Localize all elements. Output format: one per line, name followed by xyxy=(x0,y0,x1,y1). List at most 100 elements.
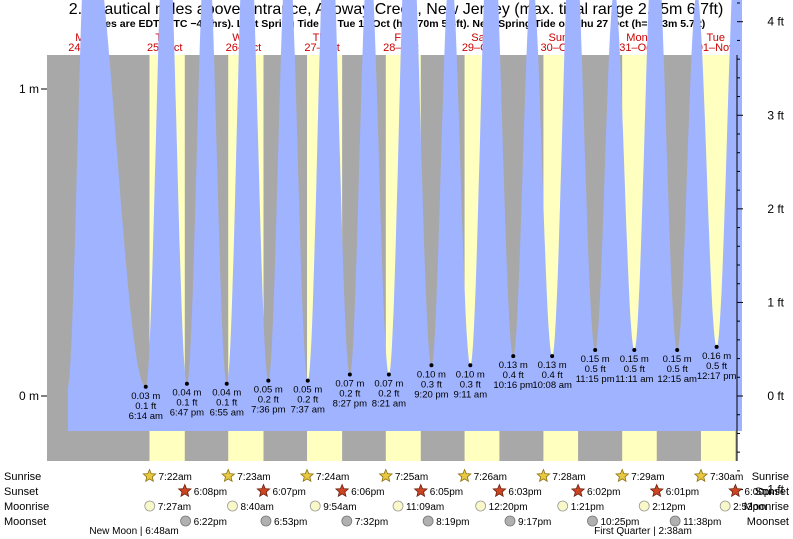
sunrise-time: 7:26am xyxy=(474,472,507,483)
sunrise-time: 7:28am xyxy=(552,472,585,483)
moonrise-time: 2:12pm xyxy=(652,502,685,513)
low-tide-feet: 0.2 ft xyxy=(297,395,318,406)
low-tide-feet: 0.2 ft xyxy=(378,389,399,400)
low-tide-meters: 0.04 m xyxy=(172,388,201,399)
day-date: 31–Oct xyxy=(619,42,654,54)
moonrise-row-label-right: Moonrise xyxy=(744,501,789,513)
low-tide-meters: 0.16 m xyxy=(702,351,731,362)
moonset-time: 10:25pm xyxy=(600,517,639,528)
low-tide-time: 9:11 am xyxy=(453,389,487,400)
low-tide-meters: 0.05 m xyxy=(254,385,283,396)
low-tide-dot xyxy=(386,372,391,377)
right-axis-label: −1 ft xyxy=(760,483,784,497)
moonset-time: 7:32pm xyxy=(355,517,388,528)
low-tide-time: 12:17 pm xyxy=(697,371,737,382)
sunrise-icon xyxy=(299,468,315,483)
tide-area xyxy=(67,0,742,431)
sunrise-icon xyxy=(378,468,393,483)
moonrise-time: 1:21pm xyxy=(571,502,604,513)
sunrise-icon xyxy=(221,468,236,483)
low-tide-feet: 0.4 ft xyxy=(503,370,524,381)
low-tide-dot xyxy=(266,378,271,383)
axes: 0 m1 m2 m−1 ft0 ft1 ft2 ft3 ft4 ft5 ft6 … xyxy=(19,2,785,497)
low-tide-time: 10:08 am xyxy=(532,380,572,391)
right-axis-label: 2 ft xyxy=(767,202,784,216)
low-tide-meters: 0.03 m xyxy=(131,391,160,402)
moonset-icon xyxy=(180,515,191,527)
right-axis-label: 4 ft xyxy=(767,15,784,29)
low-tide-feet: 0.5 ft xyxy=(585,364,606,375)
low-tide-feet: 0.5 ft xyxy=(624,364,645,375)
low-tide-meters: 0.13 m xyxy=(538,360,567,371)
low-tide-meters: 0.15 m xyxy=(663,354,692,365)
sunset-time: 6:07pm xyxy=(272,487,305,498)
low-tide-feet: 0.3 ft xyxy=(421,379,442,390)
low-tide-dot xyxy=(550,354,555,359)
sunrise-icon xyxy=(142,468,157,483)
low-tide-dot xyxy=(224,381,229,386)
low-tide-dot xyxy=(143,384,148,389)
sunrise-time: 7:30am xyxy=(710,472,743,483)
sunrise-icon xyxy=(457,468,472,483)
low-tide-dot xyxy=(184,381,189,386)
sun-moon-rows: Sunrise Sunrise Sunset Sunset Moonrise Moonri… xyxy=(4,468,789,537)
moonset-row-label-right: Moonset xyxy=(747,516,789,528)
moonrise-icon xyxy=(475,500,487,512)
low-tide-meters: 0.04 m xyxy=(212,388,241,399)
chart-title: 2.5 nautical miles above entrance, Allow… xyxy=(69,1,724,18)
low-tide-feet: 0.2 ft xyxy=(339,389,360,400)
low-tide-dot xyxy=(632,347,637,352)
moonrise-icon xyxy=(144,500,156,512)
sunrise-time: 7:25am xyxy=(395,472,428,483)
moonset-icon xyxy=(669,515,681,527)
low-tide-time: 8:27 pm xyxy=(333,399,367,410)
moonset-time: 6:53pm xyxy=(274,517,307,528)
moon-phase-first-quarter: First Quarter | 2:38am xyxy=(594,526,692,537)
low-tide-meters: 0.10 m xyxy=(456,369,485,380)
sunset-icon xyxy=(177,483,192,498)
sunrise-time: 7:22am xyxy=(158,472,191,483)
moonrise-time: 11:09am xyxy=(406,502,444,513)
sunrise-row-label-right: Sunrise xyxy=(752,471,789,483)
low-tide-feet: 0.2 ft xyxy=(258,395,279,406)
sunrise-icon xyxy=(693,468,709,483)
low-tide-meters: 0.07 m xyxy=(335,379,364,390)
left-axis-label: 0 m xyxy=(19,389,39,403)
moonset-row-label: Moonset xyxy=(4,516,46,528)
low-tide-time: 7:37 am xyxy=(291,405,325,416)
sunset-icon xyxy=(570,483,586,498)
sunset-icon xyxy=(492,483,507,498)
low-tide-meters: 0.07 m xyxy=(374,379,403,390)
moonrise-icon xyxy=(557,500,569,512)
right-axis-label: 3 ft xyxy=(767,108,784,122)
low-tide-feet: 0.1 ft xyxy=(216,398,237,409)
moonset-time: 9:17pm xyxy=(518,517,551,528)
right-axis-label: 1 ft xyxy=(767,295,784,309)
moonset-time: 8:19pm xyxy=(436,517,469,528)
moonset-icon xyxy=(260,515,272,527)
moonrise-icon xyxy=(309,500,321,512)
moonrise-time: 12:20pm xyxy=(489,502,528,513)
low-tide-time: 11:15 pm xyxy=(576,374,615,385)
day-date: 01–Nov xyxy=(697,42,735,54)
sunset-time: 6:01pm xyxy=(666,487,699,498)
low-tide-time: 8:21 am xyxy=(372,399,406,410)
moonrise-time: 9:54am xyxy=(323,502,356,513)
sunset-icon xyxy=(649,483,664,498)
sunset-time: 6:00pm xyxy=(744,487,777,498)
sunrise-time: 7:23am xyxy=(237,472,270,483)
low-tide-time: 11:11 am xyxy=(615,374,653,385)
sunrise-row-label: Sunrise xyxy=(4,471,41,483)
low-tide-dot xyxy=(714,344,719,349)
low-tide-meters: 0.15 m xyxy=(620,354,649,365)
sunrise-time: 7:24am xyxy=(316,472,349,483)
right-axis-label: 0 ft xyxy=(767,389,784,403)
sunset-icon xyxy=(334,483,350,498)
low-tide-dot xyxy=(511,354,516,359)
low-tide-time: 6:55 am xyxy=(210,408,244,419)
moonset-time: 6:22pm xyxy=(194,517,227,528)
low-tide-meters: 0.05 m xyxy=(293,385,322,396)
moonrise-row-label: Moonrise xyxy=(4,501,49,513)
low-tide-meters: 0.15 m xyxy=(581,354,610,365)
low-tide-feet: 0.4 ft xyxy=(542,370,563,381)
